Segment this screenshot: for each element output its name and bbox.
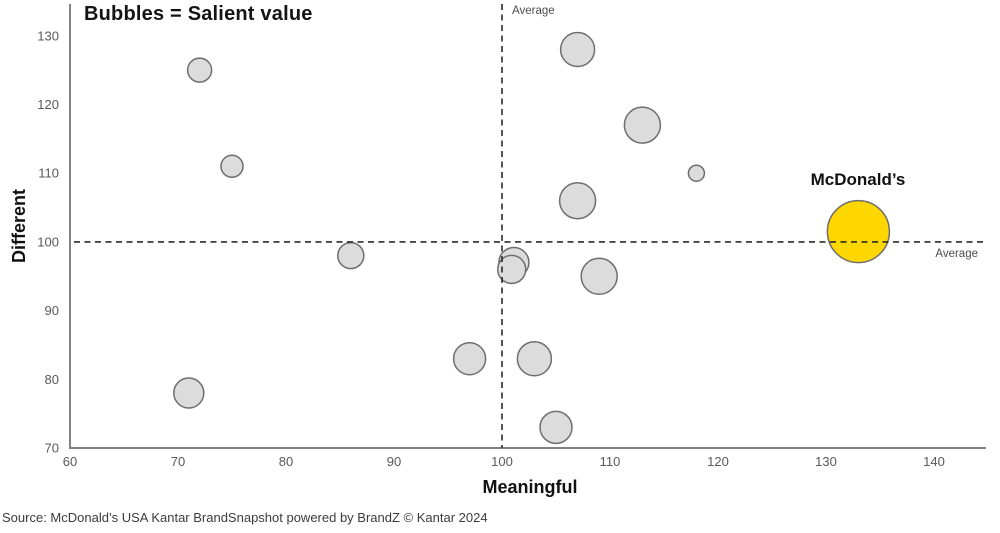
- source-note: Source: McDonald’s USA Kantar BrandSnaps…: [2, 510, 488, 525]
- y-tick-label: 80: [45, 372, 59, 387]
- brand-bubble: [558, 181, 597, 220]
- x-tick-label: 100: [491, 454, 513, 469]
- y-tick-label: 130: [37, 28, 59, 43]
- average-y-line-label: Average: [935, 248, 978, 260]
- brand-bubble: [186, 57, 213, 83]
- brand-bubble: [220, 154, 244, 179]
- x-tick-label: 70: [171, 454, 185, 469]
- x-tick-label: 130: [815, 454, 837, 469]
- brand-bubble: [623, 106, 662, 144]
- brand-bubble: [516, 340, 553, 377]
- x-tick-label: 90: [387, 454, 401, 469]
- brand-bubble: [173, 377, 205, 409]
- y-tick-label: 90: [45, 303, 59, 318]
- brand-bubble: [337, 241, 365, 270]
- brand-bubble: [496, 254, 527, 285]
- chart-title: Bubbles = Salient value: [84, 3, 313, 25]
- average-x-line-label: Average: [512, 5, 555, 17]
- y-tick-label: 70: [45, 441, 59, 456]
- brand-bubble: [559, 31, 596, 68]
- x-tick-label: 110: [600, 454, 621, 469]
- x-tick-label: 60: [63, 454, 77, 469]
- y-tick-label: 110: [38, 166, 59, 181]
- brand-bubble: [539, 410, 573, 445]
- x-tick-label: 80: [279, 454, 293, 469]
- mcdonalds-label: McDonald’s: [810, 170, 906, 189]
- x-tick-label: 140: [923, 454, 945, 469]
- brand-bubble: [452, 341, 487, 376]
- x-tick-label: 120: [707, 454, 729, 469]
- mcdonalds-bubble: [826, 199, 891, 264]
- y-tick-label: 100: [37, 234, 59, 249]
- brand-bubble: [580, 257, 618, 296]
- x-axis-title: Meaningful: [482, 477, 578, 497]
- brand-bubble: [687, 164, 706, 182]
- y-tick-label: 120: [37, 97, 59, 112]
- y-axis-title: Different: [9, 189, 29, 264]
